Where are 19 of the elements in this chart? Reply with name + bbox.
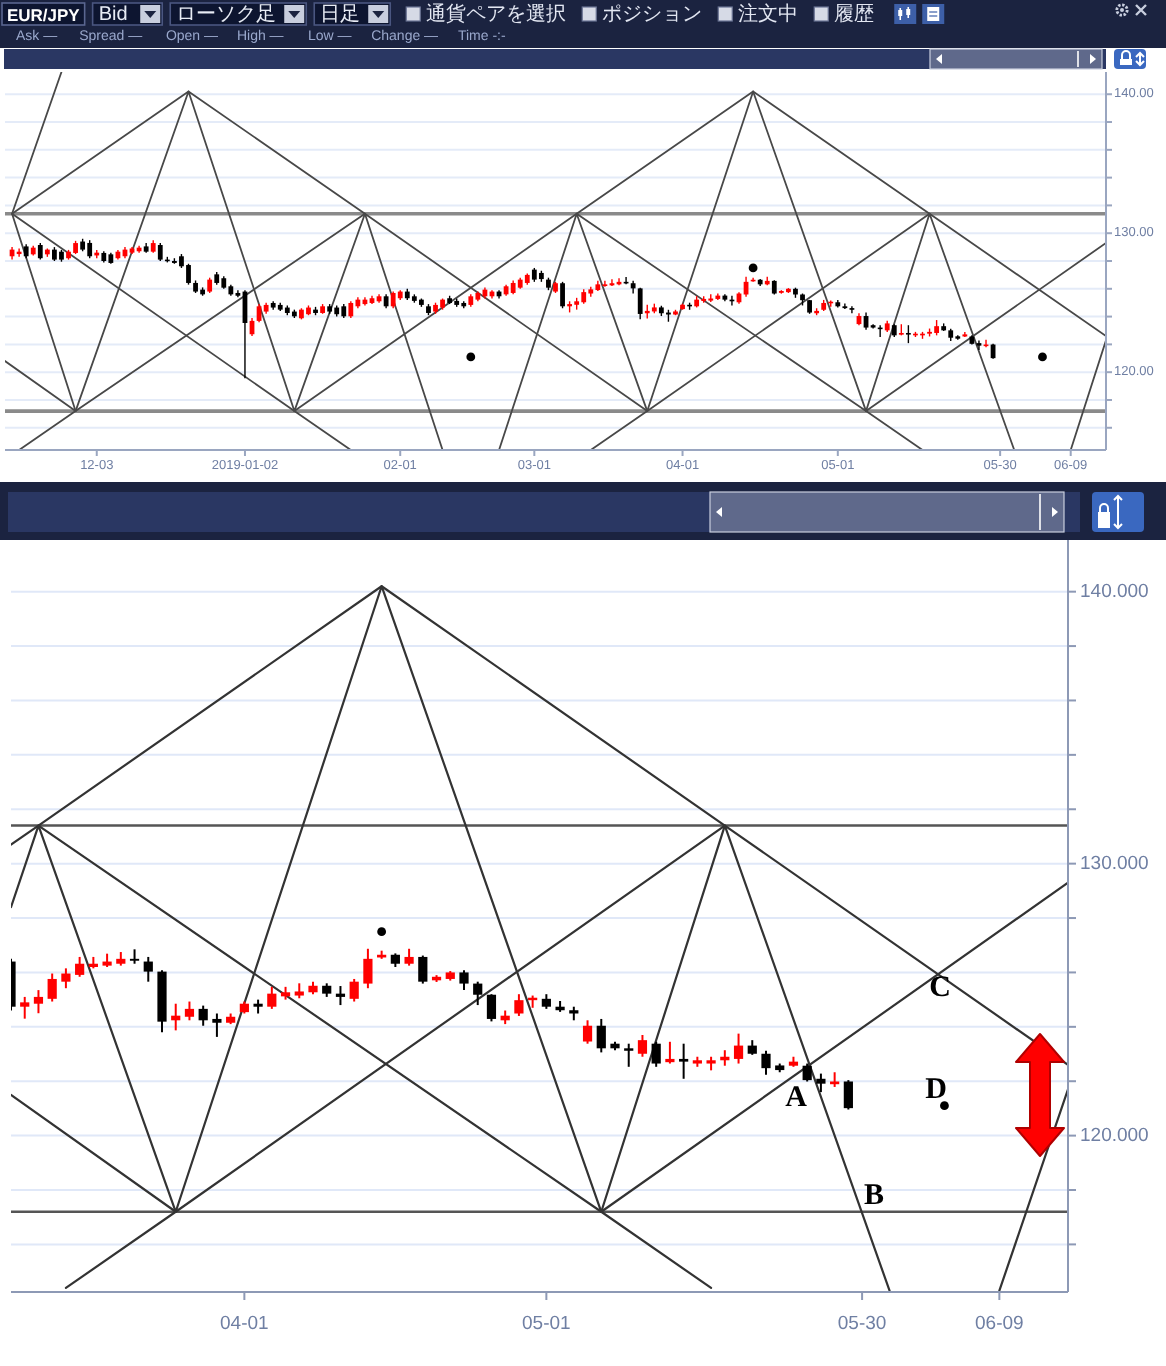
annotation: A xyxy=(785,1081,808,1114)
y-tick-label: 120.000 xyxy=(1080,1124,1149,1147)
text: 通貨ペアを選択 xyxy=(426,2,567,26)
x-tick-label: 06-09 xyxy=(975,1313,1024,1335)
annotation: B xyxy=(864,1179,885,1212)
y-tick-label: 140.000 xyxy=(1080,580,1149,603)
annotation: C xyxy=(929,972,951,1005)
x-tick-label: 05-01 xyxy=(522,1313,571,1335)
x-tick-label: 05-30 xyxy=(837,1313,887,1335)
x-tick-label: 04-01 xyxy=(220,1313,269,1335)
symbol-box: EUR/JPY xyxy=(1,2,86,26)
dropdown: Bid xyxy=(91,2,164,26)
text: ポジション xyxy=(602,4,703,26)
dropdown: 日足 xyxy=(313,2,392,26)
annotation: D xyxy=(925,1073,948,1106)
y-tick-label: 130.000 xyxy=(1080,852,1149,875)
dropdown: ローソク足 xyxy=(169,2,308,26)
text: 履歴 xyxy=(834,4,875,26)
text: 注文中 xyxy=(738,2,799,26)
